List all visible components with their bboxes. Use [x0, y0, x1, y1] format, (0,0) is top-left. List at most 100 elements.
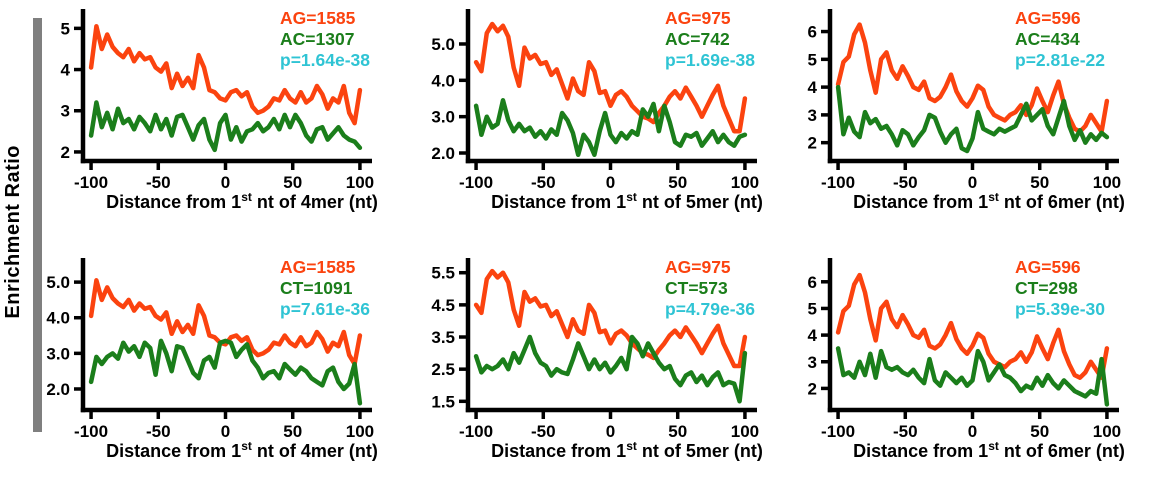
line-chart-6mer-ag-ct: -100 -50 0 50 100 2 3 4 5 6 AG=596 CT=298 p=5.39e… — [791, 255, 1125, 477]
y-axis-label: Enrichment Ratio — [2, 145, 24, 319]
y-tick-label: 5.5 — [431, 264, 455, 283]
x-tick-label: 0 — [606, 422, 615, 441]
x-tick-label: -50 — [893, 422, 918, 441]
legend-ag-count: AG=975 — [665, 8, 731, 28]
x-tick-label: 100 — [731, 173, 759, 192]
chart-legend: AG=1585 AC=1307 p=1.64e-38 — [280, 8, 370, 71]
legend-pair-count: AC=1307 — [280, 29, 355, 49]
y-tick-label: 3.0 — [46, 344, 70, 363]
chart-legend: AG=975 CT=573 p=4.79e-36 — [665, 257, 755, 320]
legend-pvalue: p=2.81e-22 — [1015, 50, 1105, 70]
line-chart-4mer-ag-ac: -100 -50 0 50 100 2 3 4 5 AG=1585 AC=1307 p=1.64… — [44, 6, 378, 228]
chart-legend: AG=596 AC=434 p=2.81e-22 — [1015, 8, 1105, 71]
x-tick-label: 0 — [968, 422, 977, 441]
legend-pvalue: p=1.69e-38 — [665, 50, 755, 70]
y-axis-group-bar — [33, 18, 42, 432]
legend-pair-count: CT=1091 — [280, 278, 353, 298]
y-tick-label: 3.0 — [431, 108, 455, 127]
legend-ag-count: AG=1585 — [280, 257, 356, 277]
x-tick-label: -50 — [146, 173, 171, 192]
x-label-prefix: Distance from 1 — [106, 441, 242, 461]
x-label-prefix: Distance from 1 — [106, 192, 242, 212]
line-chart-5mer-ag-ac: -100 -50 0 50 100 2.0 3.0 4.0 5.0 AG=975 AC=742 … — [429, 6, 763, 228]
x-label-superscript: st — [241, 439, 252, 453]
series-ac-line — [88, 100, 363, 153]
x-tick-label: 50 — [668, 422, 687, 441]
series-ct-line — [473, 334, 748, 404]
x-tick-label: 100 — [346, 422, 374, 441]
legend-pair-count: AC=434 — [1015, 29, 1080, 49]
x-tick-label: -100 — [459, 173, 493, 192]
x-tick-label: -50 — [531, 173, 556, 192]
series-ac-line — [473, 98, 748, 158]
y-tick-label: 4.5 — [431, 296, 455, 315]
y-tick-label: 4 — [61, 61, 71, 80]
x-axis-label: Distance from 1st nt of 5mer (nt) — [429, 190, 792, 213]
legend-ag-count: AG=596 — [1015, 8, 1081, 28]
y-tick-label: 6 — [808, 23, 817, 42]
x-tick-label: -100 — [74, 173, 108, 192]
x-tick-label: -100 — [459, 422, 493, 441]
legend-pair-count: AC=742 — [665, 29, 730, 49]
y-tick-label: 2 — [808, 134, 817, 153]
x-tick-label: -100 — [821, 422, 855, 441]
legend-ag-count: AG=975 — [665, 257, 731, 277]
plot-area-6mer-ag-ac: -100 -50 0 50 100 2 3 4 5 6 — [808, 9, 1121, 192]
plot-area-4mer-ag-ac: -100 -50 0 50 100 2 3 4 5 — [61, 9, 374, 192]
plot-area-5mer-ag-ct: -100 -50 0 50 100 1.5 2.5 3.5 4.5 5.5 — [431, 258, 759, 441]
plot-area-5mer-ag-ac: -100 -50 0 50 100 2.0 3.0 4.0 5.0 — [431, 9, 759, 192]
y-tick-label: 2.0 — [431, 144, 455, 163]
x-label-prefix: Distance from 1 — [853, 441, 989, 461]
y-tick-label: 5.0 — [431, 35, 455, 54]
x-tick-label: -100 — [74, 422, 108, 441]
line-chart-5mer-ag-ct: -100 -50 0 50 100 1.5 2.5 3.5 4.5 5.5 AG=975 CT=5… — [429, 255, 763, 477]
series-ag-line — [473, 268, 748, 369]
x-tick-label: 50 — [1030, 422, 1049, 441]
x-tick-label: 50 — [283, 173, 302, 192]
y-tick-label: 2 — [808, 379, 817, 398]
y-tick-label: 5.0 — [46, 273, 70, 292]
y-tick-label: 5 — [808, 299, 817, 318]
y-tick-label: 4.0 — [46, 309, 70, 328]
x-axis-label: Distance from 1st nt of 5mer (nt) — [429, 439, 792, 462]
x-label-suffix: nt of 4mer (nt) — [251, 192, 378, 212]
x-tick-label: 100 — [731, 422, 759, 441]
y-tick-label: 3 — [61, 102, 70, 121]
x-tick-label: 100 — [346, 173, 374, 192]
legend-pvalue: p=7.61e-36 — [280, 299, 370, 319]
series-ag-line — [835, 272, 1110, 380]
x-tick-label: 50 — [1030, 173, 1049, 192]
y-tick-label: 2 — [61, 143, 70, 162]
y-tick-label: 4.0 — [431, 71, 455, 90]
series-ag-line — [88, 24, 363, 126]
y-axis-label-wrap: Enrichment Ratio — [2, 0, 25, 464]
y-tick-label: 3 — [808, 106, 817, 125]
y-tick-label: 3.5 — [431, 328, 455, 347]
x-label-superscript: st — [626, 190, 637, 204]
x-tick-label: -50 — [146, 422, 171, 441]
chart-legend: AG=975 AC=742 p=1.69e-38 — [665, 8, 755, 71]
x-label-suffix: nt of 4mer (nt) — [251, 441, 378, 461]
plot-area-6mer-ag-ct: -100 -50 0 50 100 2 3 4 5 6 — [808, 258, 1121, 441]
legend-pair-count: CT=573 — [665, 278, 728, 298]
x-label-prefix: Distance from 1 — [853, 192, 989, 212]
y-tick-label: 1.5 — [431, 392, 455, 411]
legend-ag-count: AG=596 — [1015, 257, 1081, 277]
x-label-suffix: nt of 5mer (nt) — [636, 441, 763, 461]
x-tick-label: 0 — [221, 173, 230, 192]
y-tick-label: 4 — [808, 326, 818, 345]
y-tick-label: 5 — [808, 50, 817, 69]
chart-legend: AG=596 CT=298 p=5.39e-30 — [1015, 257, 1105, 320]
legend-pair-count: CT=298 — [1015, 278, 1078, 298]
y-tick-label: 5 — [61, 19, 70, 38]
x-label-suffix: nt of 6mer (nt) — [998, 192, 1125, 212]
plot-area-4mer-ag-ct: -100 -50 0 50 100 2.0 3.0 4.0 5.0 — [46, 258, 374, 441]
series-ct-line — [88, 338, 363, 406]
legend-pvalue: p=5.39e-30 — [1015, 299, 1105, 319]
x-tick-label: 0 — [968, 173, 977, 192]
series-ag-line — [835, 22, 1110, 134]
line-chart-4mer-ag-ct: -100 -50 0 50 100 2.0 3.0 4.0 5.0 AG=1585 CT=109… — [44, 255, 378, 477]
x-tick-label: -100 — [821, 173, 855, 192]
x-tick-label: -50 — [531, 422, 556, 441]
